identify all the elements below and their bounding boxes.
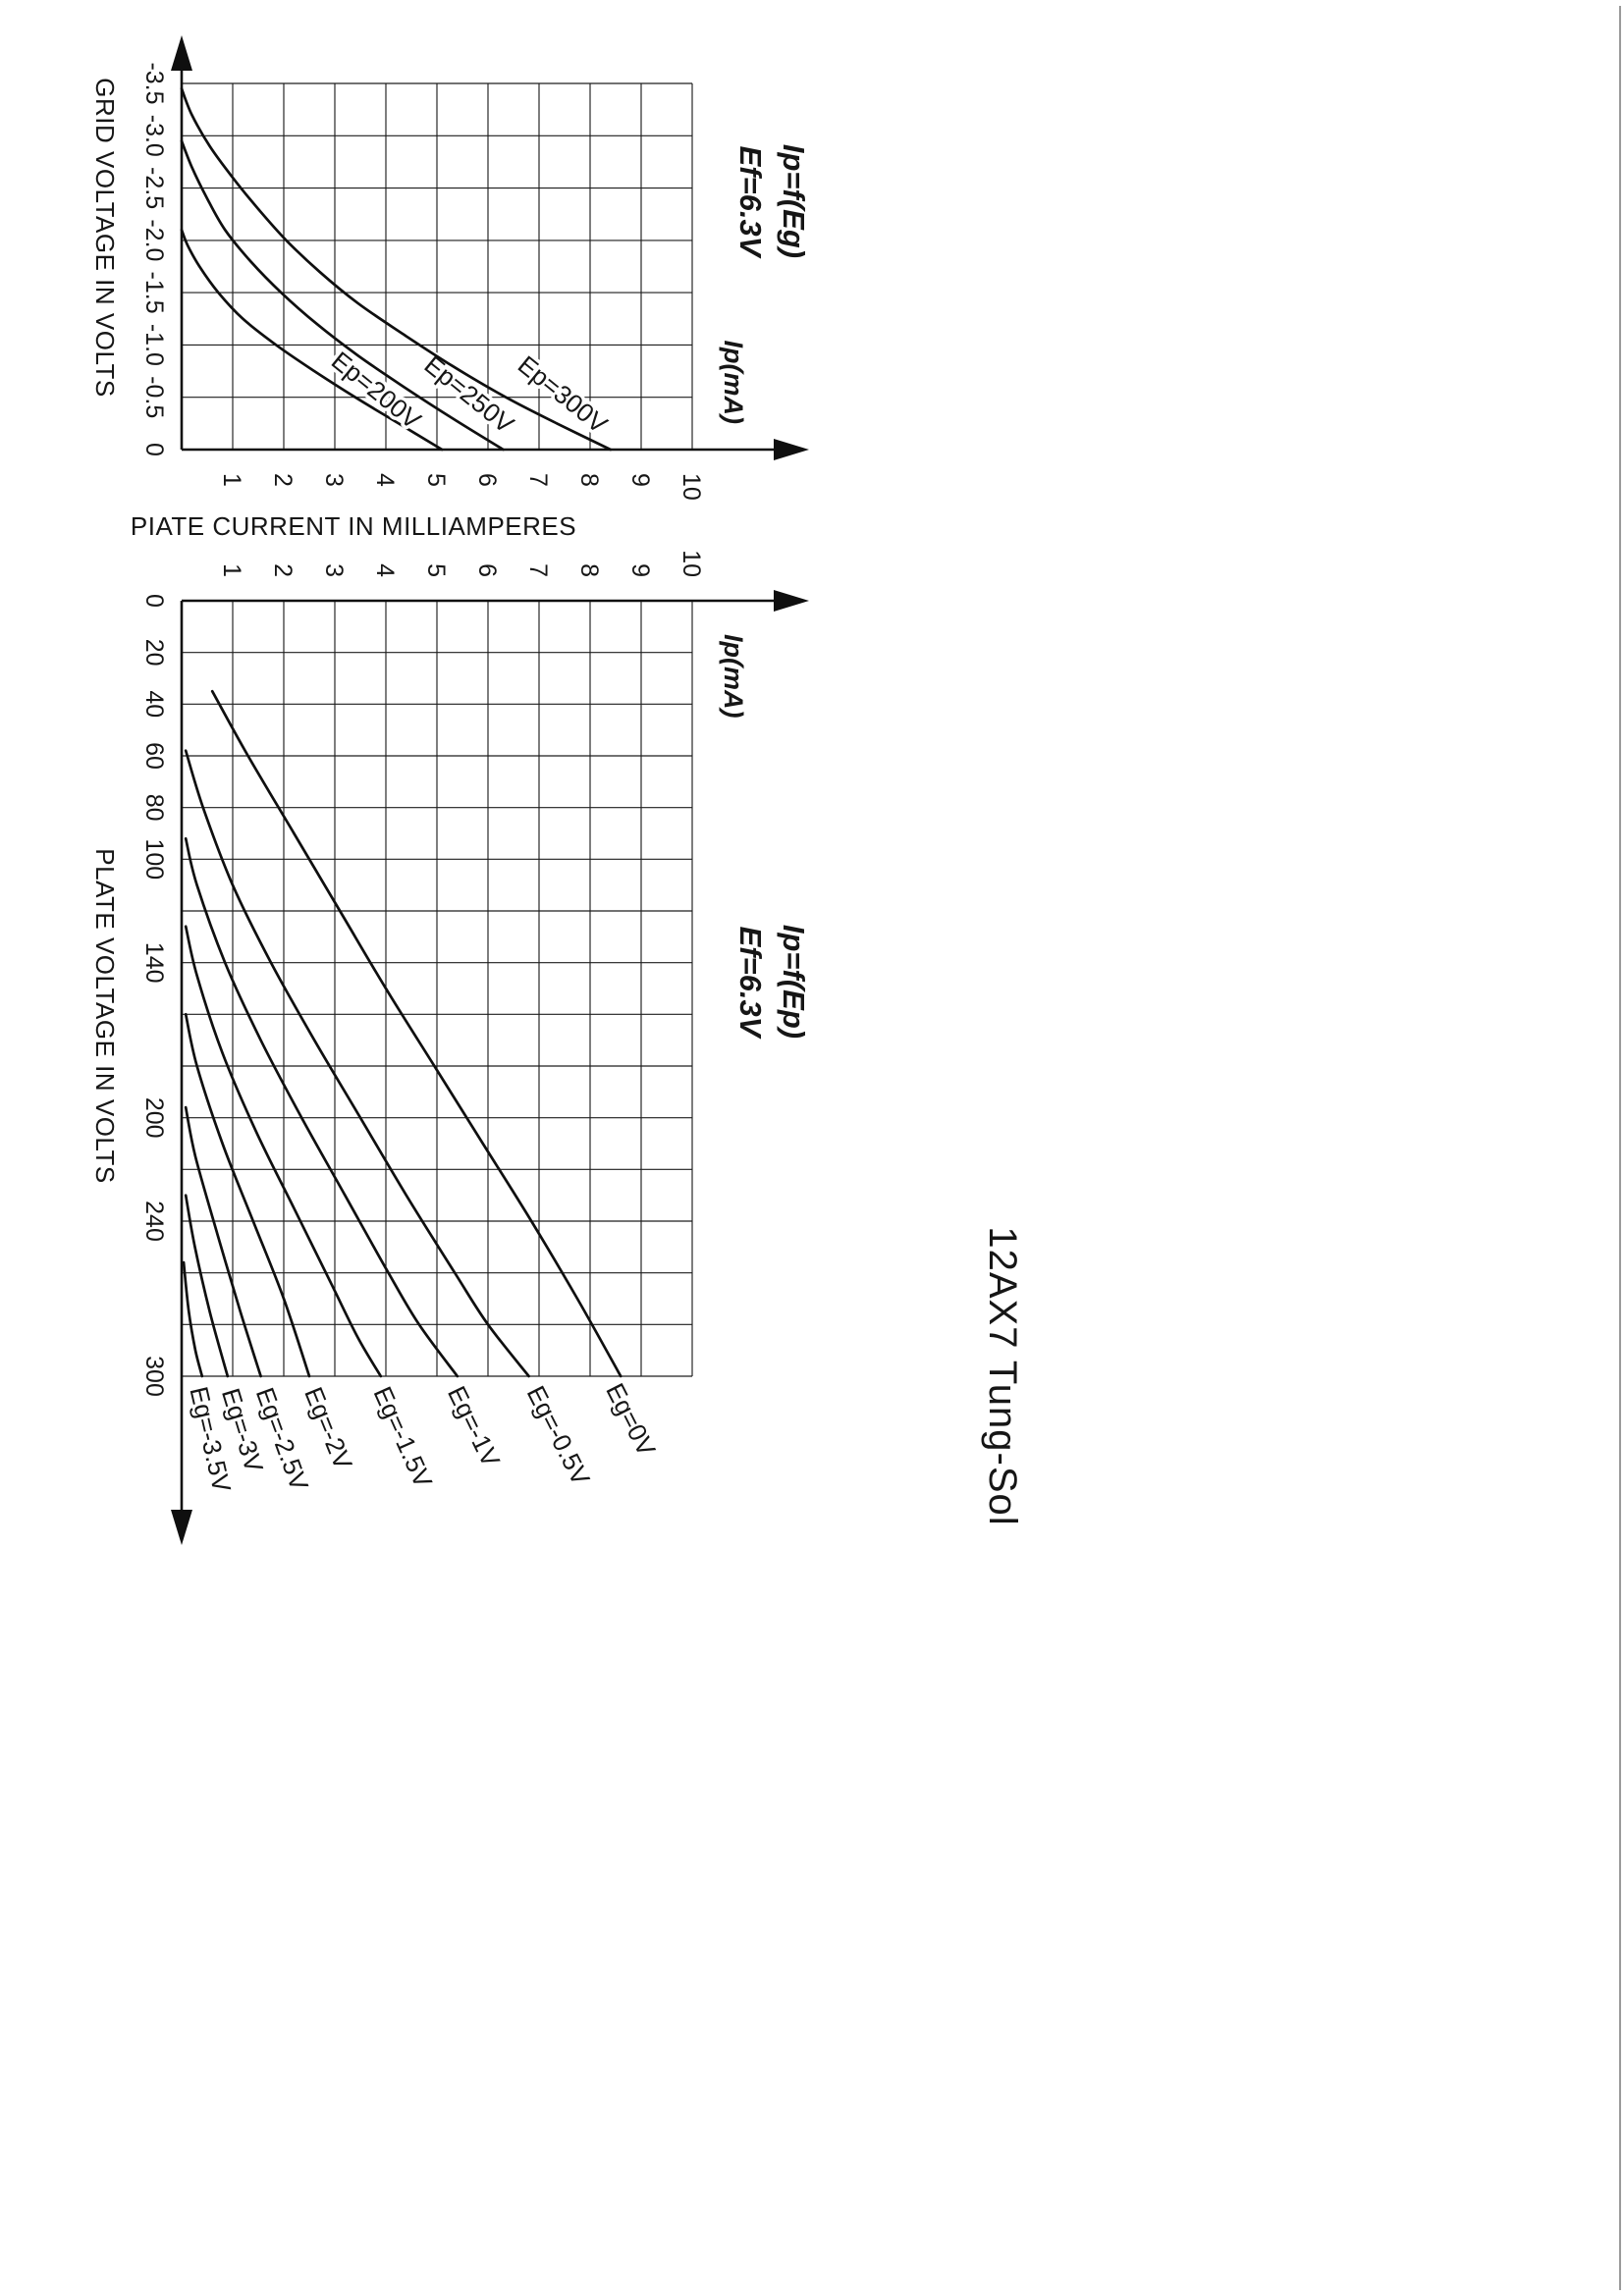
x-axis-arrow <box>171 35 192 71</box>
transfer-chart-subtitle: Ef=6.3V <box>733 146 768 259</box>
x-tick-label: 0 <box>140 443 168 456</box>
series-curve <box>210 689 623 1378</box>
y-tick-label: 1 <box>218 473 245 487</box>
x-tick-label: 40 <box>140 690 168 718</box>
y-tick-label: 4 <box>371 473 399 487</box>
x-tick-label: 140 <box>140 942 168 984</box>
rotated-page: -3.5-3.0-2.5-2.0-1.5-1.0-0.501 2 3 4 5 6 7 8 9 10… <box>90 35 1024 1545</box>
y-tick-label: 4 <box>371 563 399 577</box>
series-label: Eg=-0.5V <box>521 1381 597 1490</box>
x-tick-label: 300 <box>140 1356 168 1397</box>
plate-chart-title: Ip=f(Ep) <box>777 925 811 1039</box>
x-tick-label: -3.0 <box>140 115 168 157</box>
y-tick-label: 10 <box>677 550 705 577</box>
series-curve <box>180 86 613 452</box>
y-tick-label: 8 <box>575 473 603 487</box>
x-tick-label: -1.0 <box>140 324 168 366</box>
y-tick-label: 6 <box>473 563 501 577</box>
series-curve <box>184 1012 311 1378</box>
axes <box>171 590 809 1545</box>
y-tick-label: 1 <box>218 563 245 577</box>
transfer-x-axis-title: GRID VOLTAGE IN VOLTS <box>90 78 120 397</box>
y-axis-arrow <box>774 590 809 612</box>
series-curve <box>180 139 505 452</box>
y-tick-label: 5 <box>422 563 450 577</box>
transfer-ip-unit-label: Ip(mA) <box>719 341 748 424</box>
series-curve <box>184 1105 262 1378</box>
shared-y-axis-title: PIATE CURRENT IN MILLIAMPERES <box>131 511 576 541</box>
y-tick-label: 2 <box>269 473 297 487</box>
series-label: Eg=-1.5V <box>368 1382 439 1492</box>
y-tick-label: 7 <box>524 473 552 487</box>
tick-labels: -3.5 -3.0 -2.5 -2.0 -1.5 -1.0 -0.5 0 1 2 3 4 5 6 7 8 9 10 <box>140 62 705 500</box>
plate-ip-unit-label: Ip(mA) <box>719 634 748 718</box>
series-label: Ep=250V <box>419 349 520 440</box>
plate-chart-subtitle: Ef=6.3V <box>733 927 768 1040</box>
series-label: Eg=0V <box>600 1378 662 1461</box>
plate-x-axis-title: PLATE VOLTAGE IN VOLTS <box>90 848 120 1183</box>
series-curve <box>184 925 383 1378</box>
series-curve <box>184 749 530 1378</box>
x-tick-label: 200 <box>140 1097 168 1139</box>
x-tick-label: 100 <box>140 838 168 880</box>
x-tick-label: 60 <box>140 742 168 770</box>
y-tick-label: 10 <box>677 473 705 501</box>
y-tick-label: 3 <box>320 563 348 577</box>
x-tick-label: -0.5 <box>140 376 168 418</box>
series-label: Eg=-2V <box>298 1383 358 1474</box>
transfer-chart-title: Ip=f(Eg) <box>777 144 811 258</box>
x-tick-label: 80 <box>140 794 168 822</box>
axes <box>171 35 809 460</box>
x-tick-label: 240 <box>140 1201 168 1242</box>
x-tick-label: -2.5 <box>140 167 168 209</box>
x-tick-label: -1.5 <box>140 272 168 314</box>
y-tick-label: 2 <box>269 563 297 577</box>
y-axis-arrow <box>774 439 809 460</box>
series-curve <box>180 228 444 452</box>
y-tick-label: 9 <box>626 473 654 487</box>
x-tick-label: 0 <box>140 594 168 608</box>
series-curve <box>184 836 460 1378</box>
transfer-chart: -3.5 -3.0 -2.5 -2.0 -1.5 -1.0 -0.5 0 1 2 3 4 5 6 7 8 9 10… <box>140 35 809 501</box>
series-label: Eg=-1V <box>442 1381 507 1471</box>
grid <box>182 601 693 1377</box>
plate-chart: 0 20 40 60 80 100 140 200 240 300 1 2 3 4 5 6 7 8 9 10 Eg=0V… <box>140 550 809 1545</box>
x-tick-label: -3.5 <box>140 62 168 104</box>
x-axis-arrow <box>171 1510 192 1545</box>
y-tick-label: 8 <box>575 563 603 577</box>
y-tick-label: 7 <box>524 563 552 577</box>
y-tick-label: 3 <box>320 473 348 487</box>
y-tick-label: 9 <box>626 563 654 577</box>
x-tick-label: 20 <box>140 639 168 667</box>
y-tick-label: 6 <box>473 473 501 487</box>
tick-labels: 0 20 40 60 80 100 140 200 240 300 1 2 3 4 5 6 7 8 9 10 <box>140 550 705 1397</box>
series-curve <box>184 1194 230 1378</box>
grid <box>182 82 693 450</box>
y-tick-label: 5 <box>422 473 450 487</box>
tube-model-title: 12AX7 Tung-Sol <box>981 1226 1024 1525</box>
series-label: Ep=200V <box>326 346 427 436</box>
x-tick-label: -2.0 <box>140 219 168 261</box>
series-curve <box>182 1260 204 1378</box>
